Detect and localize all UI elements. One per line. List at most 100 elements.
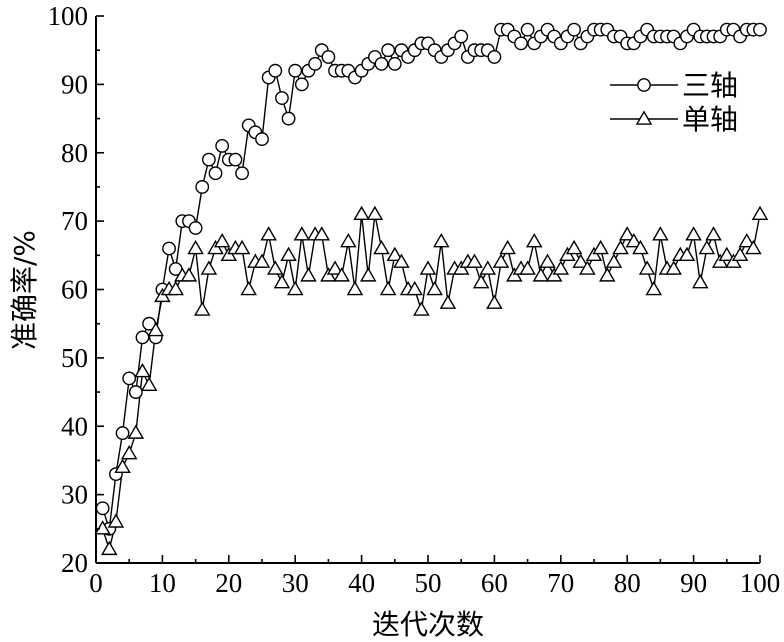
data-point-circle bbox=[514, 36, 528, 51]
data-point-triangle bbox=[413, 301, 430, 316]
x-tick-label: 0 bbox=[89, 568, 103, 598]
data-point-triangle bbox=[599, 267, 616, 282]
data-point-triangle bbox=[539, 253, 556, 268]
data-point-triangle bbox=[140, 376, 158, 391]
data-point-triangle bbox=[638, 260, 656, 275]
data-point-circle bbox=[294, 77, 309, 92]
data-point-triangle bbox=[685, 226, 702, 241]
data-point-triangle bbox=[114, 458, 131, 474]
data-point-triangle bbox=[532, 267, 550, 282]
data-point-triangle bbox=[207, 239, 224, 255]
y-tick-label: 60 bbox=[61, 275, 88, 305]
data-point-triangle bbox=[751, 205, 769, 221]
data-point-triangle bbox=[419, 260, 437, 275]
data-point-circle bbox=[387, 56, 402, 71]
y-tick-label: 50 bbox=[61, 343, 88, 373]
data-point-triangle bbox=[147, 321, 165, 337]
y-tick-label: 30 bbox=[61, 480, 88, 510]
y-tick-label: 40 bbox=[61, 411, 88, 441]
data-point-triangle bbox=[373, 239, 390, 255]
y-tick-label: 80 bbox=[61, 138, 88, 168]
x-ticks: 0 10 20 30 40 50 60 70 80 90 100 bbox=[89, 555, 780, 598]
data-point-triangle bbox=[665, 260, 682, 275]
x-tick-label: 40 bbox=[348, 568, 375, 598]
data-point-triangle bbox=[731, 246, 749, 262]
data-point-triangle bbox=[439, 294, 457, 309]
data-point-triangle bbox=[585, 246, 603, 262]
data-point-triangle bbox=[293, 226, 311, 241]
data-point-triangle bbox=[286, 280, 304, 296]
data-point-triangle bbox=[645, 280, 663, 296]
data-point-triangle bbox=[320, 267, 337, 282]
data-point-circle bbox=[255, 132, 269, 146]
data-point-triangle bbox=[260, 226, 277, 241]
data-point-circle bbox=[115, 426, 130, 440]
data-point-triangle bbox=[433, 233, 450, 248]
data-point-triangle bbox=[738, 233, 755, 248]
x-tick-label: 30 bbox=[282, 568, 309, 598]
data-point-triangle bbox=[300, 267, 317, 282]
data-point-triangle bbox=[267, 260, 284, 275]
data-point-triangle bbox=[406, 280, 423, 296]
legend-marker-circle bbox=[637, 78, 651, 92]
data-point-triangle bbox=[180, 267, 198, 282]
data-point-triangle bbox=[107, 513, 125, 528]
legend-label: 三轴 bbox=[682, 69, 738, 102]
data-point-circle bbox=[374, 56, 389, 71]
data-point-triangle bbox=[506, 267, 523, 282]
data-point-triangle bbox=[353, 205, 370, 221]
data-point-triangle bbox=[545, 267, 563, 282]
data-point-triangle bbox=[426, 280, 443, 296]
data-point-triangle bbox=[94, 520, 111, 535]
data-point-triangle bbox=[452, 260, 470, 275]
data-point-triangle bbox=[466, 253, 483, 268]
data-point-circle bbox=[487, 50, 502, 64]
data-point-triangle bbox=[326, 260, 344, 275]
data-point-triangle bbox=[187, 239, 204, 255]
data-point-circle bbox=[520, 22, 535, 37]
x-tick-label: 50 bbox=[415, 568, 442, 598]
y-ticks: 20 30 40 50 60 70 80 90 100 bbox=[48, 1, 104, 578]
data-point-circle bbox=[228, 152, 243, 167]
data-point-triangle bbox=[486, 294, 503, 309]
data-point-triangle bbox=[340, 233, 357, 248]
data-point-circle bbox=[268, 63, 283, 78]
data-point-triangle bbox=[313, 226, 331, 241]
data-point-triangle bbox=[253, 253, 271, 268]
x-tick-label: 100 bbox=[740, 568, 781, 598]
data-point-triangle bbox=[472, 274, 490, 289]
axes bbox=[95, 16, 760, 564]
data-point-circle bbox=[753, 22, 767, 37]
data-point-triangle bbox=[559, 246, 576, 262]
data-point-triangle bbox=[718, 246, 736, 262]
data-point-triangle bbox=[625, 233, 643, 248]
data-point-triangle bbox=[691, 274, 709, 289]
data-point-triangle bbox=[592, 239, 609, 255]
data-point-triangle bbox=[220, 246, 238, 262]
data-point-triangle bbox=[333, 267, 350, 282]
data-point-circle bbox=[201, 152, 216, 167]
legend-label: 单轴 bbox=[682, 103, 738, 136]
data-point-triangle bbox=[499, 239, 516, 255]
data-point-triangle bbox=[120, 444, 138, 460]
data-point-circle bbox=[567, 22, 581, 37]
y-axis-title: 准确率/% bbox=[8, 230, 41, 350]
data-point-triangle bbox=[213, 233, 231, 248]
data-point-triangle bbox=[479, 260, 497, 275]
data-point-circle bbox=[162, 241, 176, 256]
data-point-triangle bbox=[745, 239, 762, 255]
data-point-circle bbox=[128, 385, 143, 399]
data-point-triangle bbox=[393, 253, 410, 268]
data-point-triangle bbox=[379, 280, 397, 296]
data-point-triangle bbox=[359, 267, 377, 282]
data-point-triangle bbox=[519, 260, 536, 275]
y-tick-label: 20 bbox=[61, 548, 88, 578]
data-point-triangle bbox=[101, 540, 118, 556]
data-point-triangle bbox=[167, 280, 184, 296]
data-point-circle bbox=[281, 111, 296, 126]
data-point-circle bbox=[195, 180, 210, 194]
data-point-triangle bbox=[652, 226, 669, 241]
data-point-triangle bbox=[366, 205, 384, 221]
